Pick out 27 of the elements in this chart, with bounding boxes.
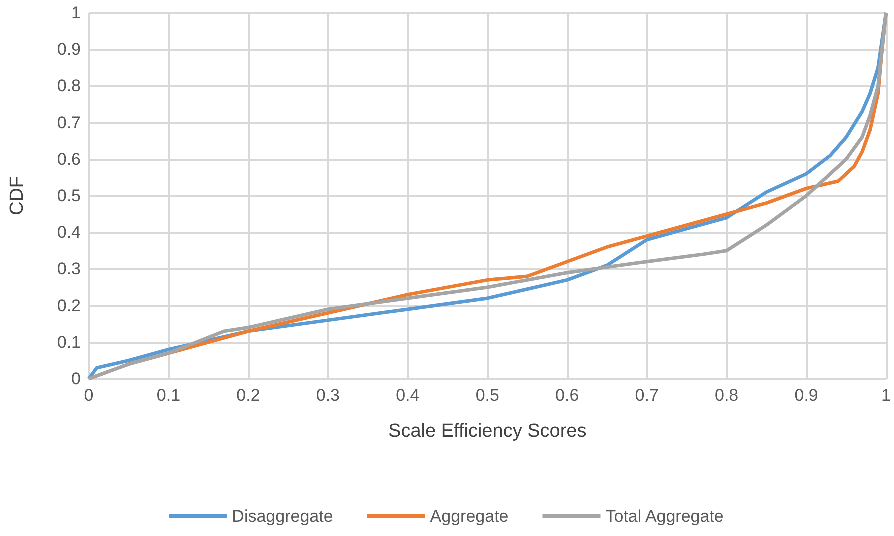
legend-label: Total Aggregate [606,507,724,526]
y-tick-label: 0 [72,370,81,388]
legend-label: Disaggregate [232,507,334,526]
y-tick-label: 0.8 [57,76,81,96]
y-tick-label: 0.6 [57,150,81,169]
x-tick-label: 0.6 [556,386,580,405]
y-tick-label: 1 [72,4,81,22]
x-axis-title: Scale Efficiency Scores [388,421,587,442]
x-tick-label: 0.2 [236,386,260,405]
x-tick-label: 0.8 [715,386,739,405]
x-tick-label: 0.1 [156,386,181,405]
x-tick-label: 0.9 [794,386,818,405]
x-tick-label: 0.4 [396,386,420,405]
x-tick-label: 0.5 [476,386,500,405]
y-axis-title: CDF [7,176,28,216]
y-tick-label: 0.5 [57,186,81,206]
y-tick-label: 0.3 [57,260,81,279]
y-tick-label: 0.9 [57,40,81,60]
x-tick-label: 0 [84,386,94,405]
x-tick-label: 0.7 [635,386,659,405]
y-tick-label: 0.2 [57,296,81,316]
y-tick-label: 0.7 [57,113,81,132]
y-tick-label: 0.4 [57,223,81,242]
legend-label: Aggregate [430,507,509,526]
x-tick-label: 0.3 [316,386,340,405]
x-tick-label: 1 [882,386,892,405]
y-tick-label: 0.1 [57,332,81,352]
